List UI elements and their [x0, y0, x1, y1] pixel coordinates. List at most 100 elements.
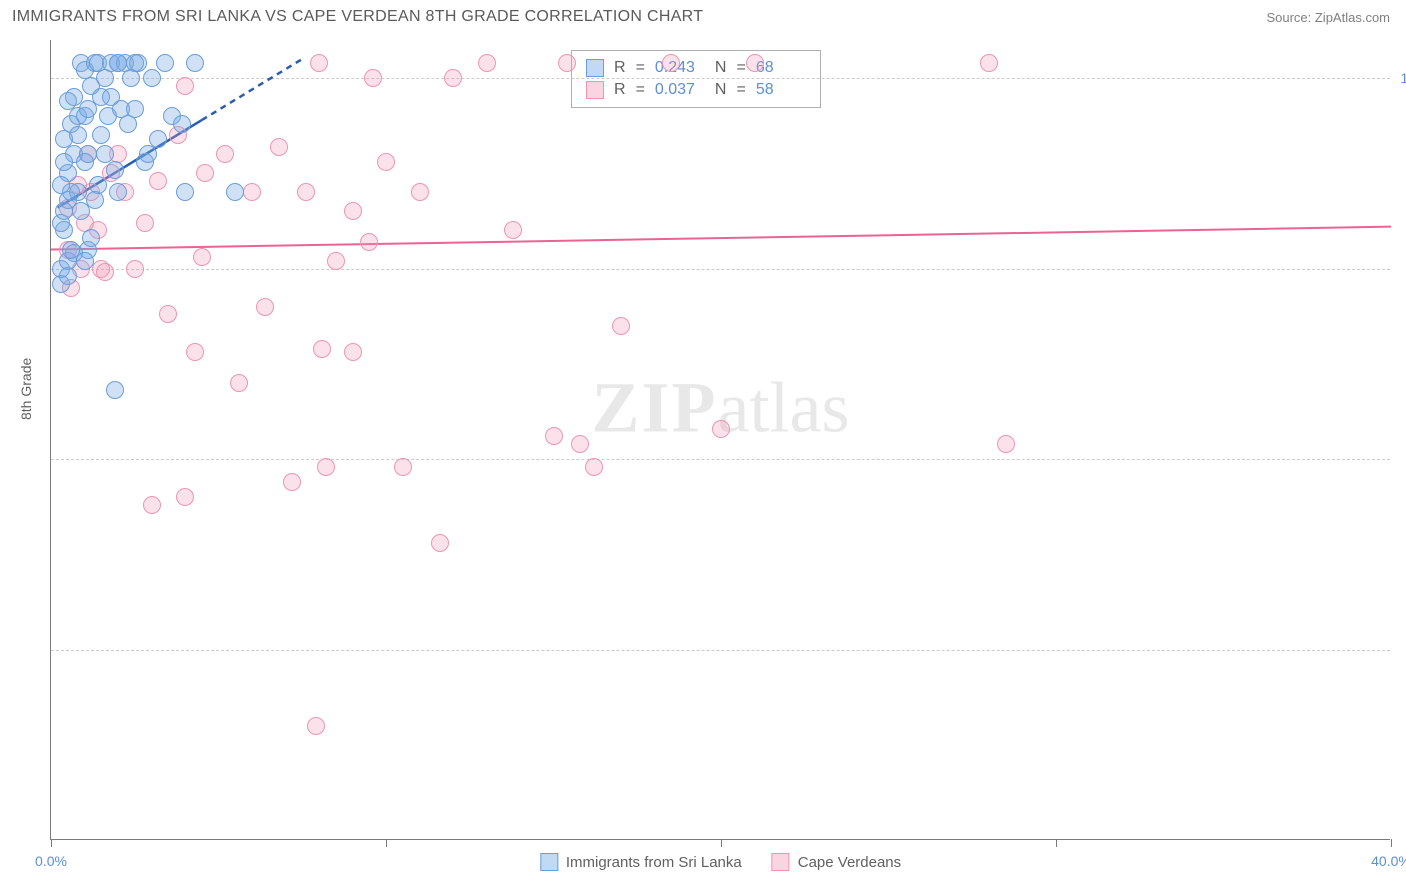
- data-point-blue: [96, 145, 114, 163]
- data-point-blue: [106, 381, 124, 399]
- data-point-blue: [126, 100, 144, 118]
- data-point-pink: [504, 221, 522, 239]
- label-n: N: [715, 59, 727, 77]
- legend-label-pink: Cape Verdeans: [798, 854, 901, 871]
- stats-row-blue: R = 0.243 N = 68: [586, 57, 806, 79]
- data-point-blue: [176, 183, 194, 201]
- source-attribution: Source: ZipAtlas.com: [1266, 10, 1390, 25]
- chart-title: IMMIGRANTS FROM SRI LANKA VS CAPE VERDEA…: [12, 8, 703, 26]
- data-point-pink: [313, 340, 331, 358]
- data-point-pink: [283, 473, 301, 491]
- data-point-blue: [106, 161, 124, 179]
- data-point-pink: [310, 54, 328, 72]
- gridline: [51, 78, 1390, 79]
- xtick: [51, 839, 52, 847]
- data-point-pink: [96, 263, 114, 281]
- data-point-pink: [431, 534, 449, 552]
- value-r-pink: 0.037: [655, 81, 705, 99]
- data-point-blue: [55, 153, 73, 171]
- data-point-pink: [746, 54, 764, 72]
- data-point-pink: [997, 435, 1015, 453]
- data-point-pink: [444, 69, 462, 87]
- header: IMMIGRANTS FROM SRI LANKA VS CAPE VERDEA…: [0, 0, 1406, 30]
- ytick-label: 100.0%: [1401, 70, 1406, 86]
- data-point-blue: [109, 54, 127, 72]
- data-point-pink: [176, 77, 194, 95]
- legend-item-pink: Cape Verdeans: [772, 853, 901, 871]
- data-point-pink: [360, 233, 378, 251]
- swatch-pink: [772, 853, 790, 871]
- data-point-pink: [344, 343, 362, 361]
- swatch-blue: [540, 853, 558, 871]
- bottom-legend: Immigrants from Sri Lanka Cape Verdeans: [540, 853, 901, 871]
- data-point-blue: [109, 183, 127, 201]
- gridline: [51, 459, 1390, 460]
- gridline: [51, 650, 1390, 651]
- scatter-chart: ZIPatlas R = 0.243 N = 68 R = 0.037 N = …: [50, 40, 1390, 840]
- data-point-pink: [216, 145, 234, 163]
- data-point-blue: [76, 252, 94, 270]
- data-point-blue: [55, 202, 73, 220]
- stats-row-pink: R = 0.037 N = 58: [586, 79, 806, 101]
- data-point-pink: [394, 458, 412, 476]
- data-point-pink: [126, 260, 144, 278]
- data-point-pink: [270, 138, 288, 156]
- data-point-blue: [79, 100, 97, 118]
- data-point-blue: [92, 126, 110, 144]
- data-point-pink: [136, 214, 154, 232]
- data-point-blue: [226, 183, 244, 201]
- legend-item-blue: Immigrants from Sri Lanka: [540, 853, 742, 871]
- label-r: R: [614, 59, 626, 77]
- gridline: [51, 269, 1390, 270]
- data-point-pink: [149, 172, 167, 190]
- data-point-pink: [176, 488, 194, 506]
- data-point-pink: [478, 54, 496, 72]
- swatch-pink: [586, 81, 604, 99]
- data-point-pink: [196, 164, 214, 182]
- data-point-blue: [139, 145, 157, 163]
- legend-label-blue: Immigrants from Sri Lanka: [566, 854, 742, 871]
- data-point-pink: [256, 298, 274, 316]
- data-point-pink: [186, 343, 204, 361]
- data-point-pink: [585, 458, 603, 476]
- data-point-blue: [59, 92, 77, 110]
- data-point-blue: [59, 267, 77, 285]
- data-point-blue: [143, 69, 161, 87]
- data-point-pink: [612, 317, 630, 335]
- swatch-blue: [586, 59, 604, 77]
- xtick-label: 0.0%: [35, 853, 67, 869]
- data-point-pink: [317, 458, 335, 476]
- data-point-blue: [102, 88, 120, 106]
- data-point-pink: [571, 435, 589, 453]
- trend-lines: [51, 40, 1391, 840]
- xtick: [386, 839, 387, 847]
- data-point-blue: [52, 176, 70, 194]
- data-point-pink: [344, 202, 362, 220]
- data-point-pink: [662, 54, 680, 72]
- data-point-blue: [126, 54, 144, 72]
- data-point-pink: [364, 69, 382, 87]
- data-point-pink: [307, 717, 325, 735]
- data-point-blue: [82, 229, 100, 247]
- data-point-blue: [86, 191, 104, 209]
- data-point-pink: [712, 420, 730, 438]
- data-point-pink: [327, 252, 345, 270]
- data-point-pink: [143, 496, 161, 514]
- data-point-pink: [193, 248, 211, 266]
- xtick: [721, 839, 722, 847]
- data-point-pink: [243, 183, 261, 201]
- data-point-pink: [411, 183, 429, 201]
- data-point-blue: [55, 130, 73, 148]
- data-point-blue: [186, 54, 204, 72]
- data-point-pink: [558, 54, 576, 72]
- y-axis-label: 8th Grade: [18, 358, 34, 420]
- data-point-pink: [159, 305, 177, 323]
- data-point-pink: [545, 427, 563, 445]
- data-point-pink: [980, 54, 998, 72]
- data-point-pink: [230, 374, 248, 392]
- data-point-pink: [297, 183, 315, 201]
- data-point-blue: [76, 153, 94, 171]
- xtick-label: 40.0%: [1371, 853, 1406, 869]
- value-n-pink: 58: [756, 81, 806, 99]
- data-point-blue: [173, 115, 191, 133]
